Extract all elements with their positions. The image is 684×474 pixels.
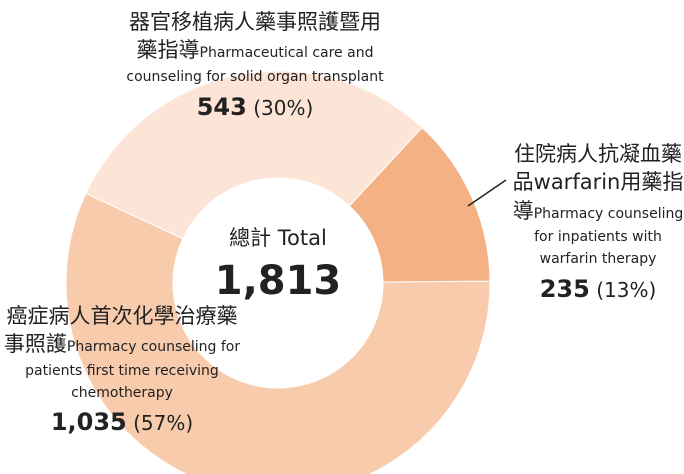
value-label: 543 (196, 92, 247, 121)
value-label: 235 (539, 274, 590, 303)
percent-label: (13%) (596, 277, 657, 302)
leader-line (467, 179, 507, 207)
value-label: 1,035 (50, 408, 127, 437)
slice (65, 192, 491, 474)
percent-label: (57%) (133, 411, 194, 436)
category-en: Pharmacy counseling for patients first t… (25, 339, 241, 401)
slice (85, 70, 423, 240)
category-zh: 器官移植病人藥事照護暨用藥指導 (129, 10, 381, 63)
category-zh: 癌症病人首次化學治療藥事照護 (3, 304, 238, 357)
total-value: 1,813 (214, 258, 342, 304)
slice-label: 住院病人抗凝血藥品warfarin用藥指導Pharmacy counseling… (508, 140, 684, 305)
category-en: Pharmaceutical care and counseling for s… (126, 45, 384, 85)
percent-label: (30%) (253, 95, 314, 120)
category-zh: 住院病人抗凝血藥品warfarin用藥指導 (512, 142, 684, 223)
slice (348, 126, 491, 283)
slice-label: 癌症病人首次化學治療藥事照護Pharmacy counseling for pa… (2, 302, 242, 439)
category-en: Pharmacy counseling for inpatients with … (533, 205, 684, 267)
slice-label: 器官移植病人藥事照護暨用藥指導Pharmaceutical care and c… (120, 8, 390, 123)
total-label: 總計 Total (229, 226, 327, 250)
